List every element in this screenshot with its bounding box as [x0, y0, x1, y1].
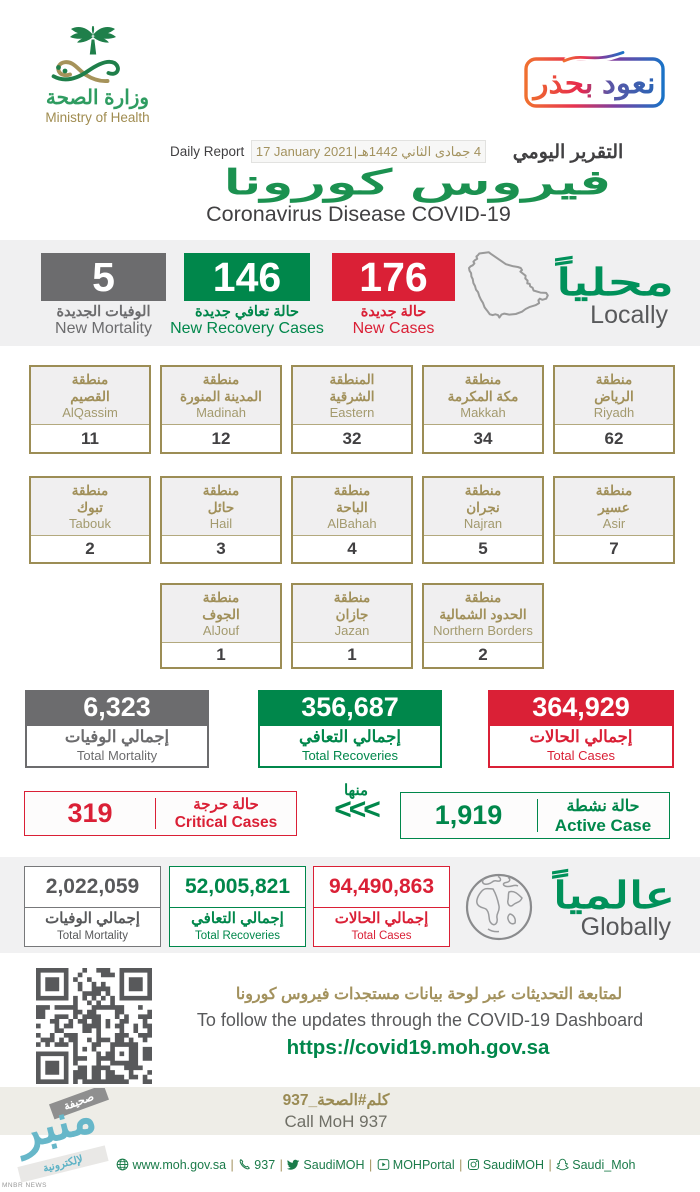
svg-text:محلياً: محلياً: [554, 255, 674, 303]
svg-text:فيروس كورونا: فيروس كورونا: [223, 164, 611, 203]
svg-text:نعود بحذر: نعود بحذر: [531, 68, 655, 101]
svg-text:عالمياً: عالمياً: [551, 868, 675, 916]
